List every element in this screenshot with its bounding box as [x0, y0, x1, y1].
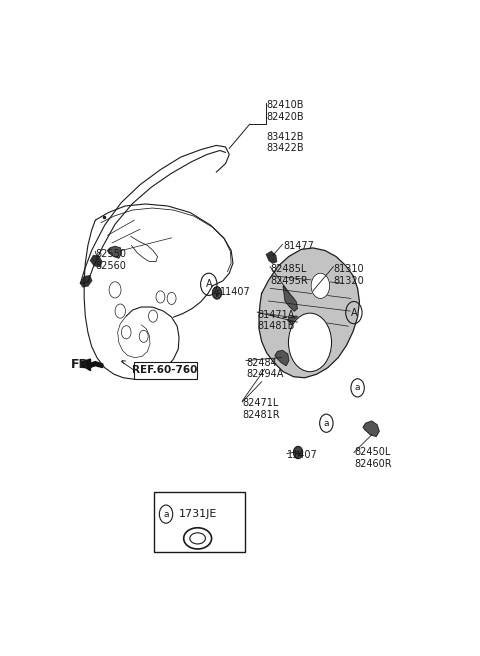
Circle shape [288, 313, 332, 372]
Circle shape [311, 273, 330, 298]
Polygon shape [283, 286, 297, 311]
Polygon shape [108, 247, 121, 258]
Polygon shape [259, 248, 360, 378]
Text: 81477: 81477 [283, 241, 314, 251]
Polygon shape [266, 251, 276, 263]
Polygon shape [363, 421, 379, 436]
Text: 82484
82494A: 82484 82494A [246, 358, 283, 379]
Text: 82550
82560: 82550 82560 [96, 249, 126, 270]
Polygon shape [83, 359, 91, 371]
Circle shape [294, 447, 302, 459]
Text: 82450L
82460R: 82450L 82460R [354, 447, 392, 469]
Text: a: a [163, 510, 169, 519]
Ellipse shape [190, 533, 205, 544]
Polygon shape [275, 350, 289, 365]
Circle shape [213, 287, 221, 299]
Text: a: a [324, 419, 329, 428]
Text: 83412B
83422B: 83412B 83422B [266, 132, 304, 154]
Polygon shape [91, 255, 102, 266]
Text: 11407: 11407 [287, 450, 318, 460]
FancyBboxPatch shape [154, 492, 245, 552]
Text: 82471L
82481R: 82471L 82481R [242, 398, 280, 420]
Ellipse shape [184, 528, 212, 549]
Text: REF.60-760: REF.60-760 [132, 365, 198, 375]
Text: a: a [355, 383, 360, 392]
Polygon shape [88, 361, 103, 368]
Text: A: A [205, 279, 212, 289]
Polygon shape [81, 276, 92, 287]
Text: 81310
81320: 81310 81320 [334, 264, 364, 286]
Text: 11407: 11407 [220, 287, 251, 297]
Polygon shape [83, 363, 90, 367]
Text: 81471A
81481B: 81471A 81481B [257, 310, 295, 331]
Polygon shape [288, 316, 304, 333]
FancyBboxPatch shape [133, 361, 196, 379]
Text: A: A [350, 308, 357, 318]
Text: 82485L
82495R: 82485L 82495R [270, 264, 308, 286]
Text: FR.: FR. [71, 358, 94, 371]
Text: 82410B
82420B: 82410B 82420B [266, 100, 304, 121]
Text: 1731JE: 1731JE [179, 509, 217, 519]
